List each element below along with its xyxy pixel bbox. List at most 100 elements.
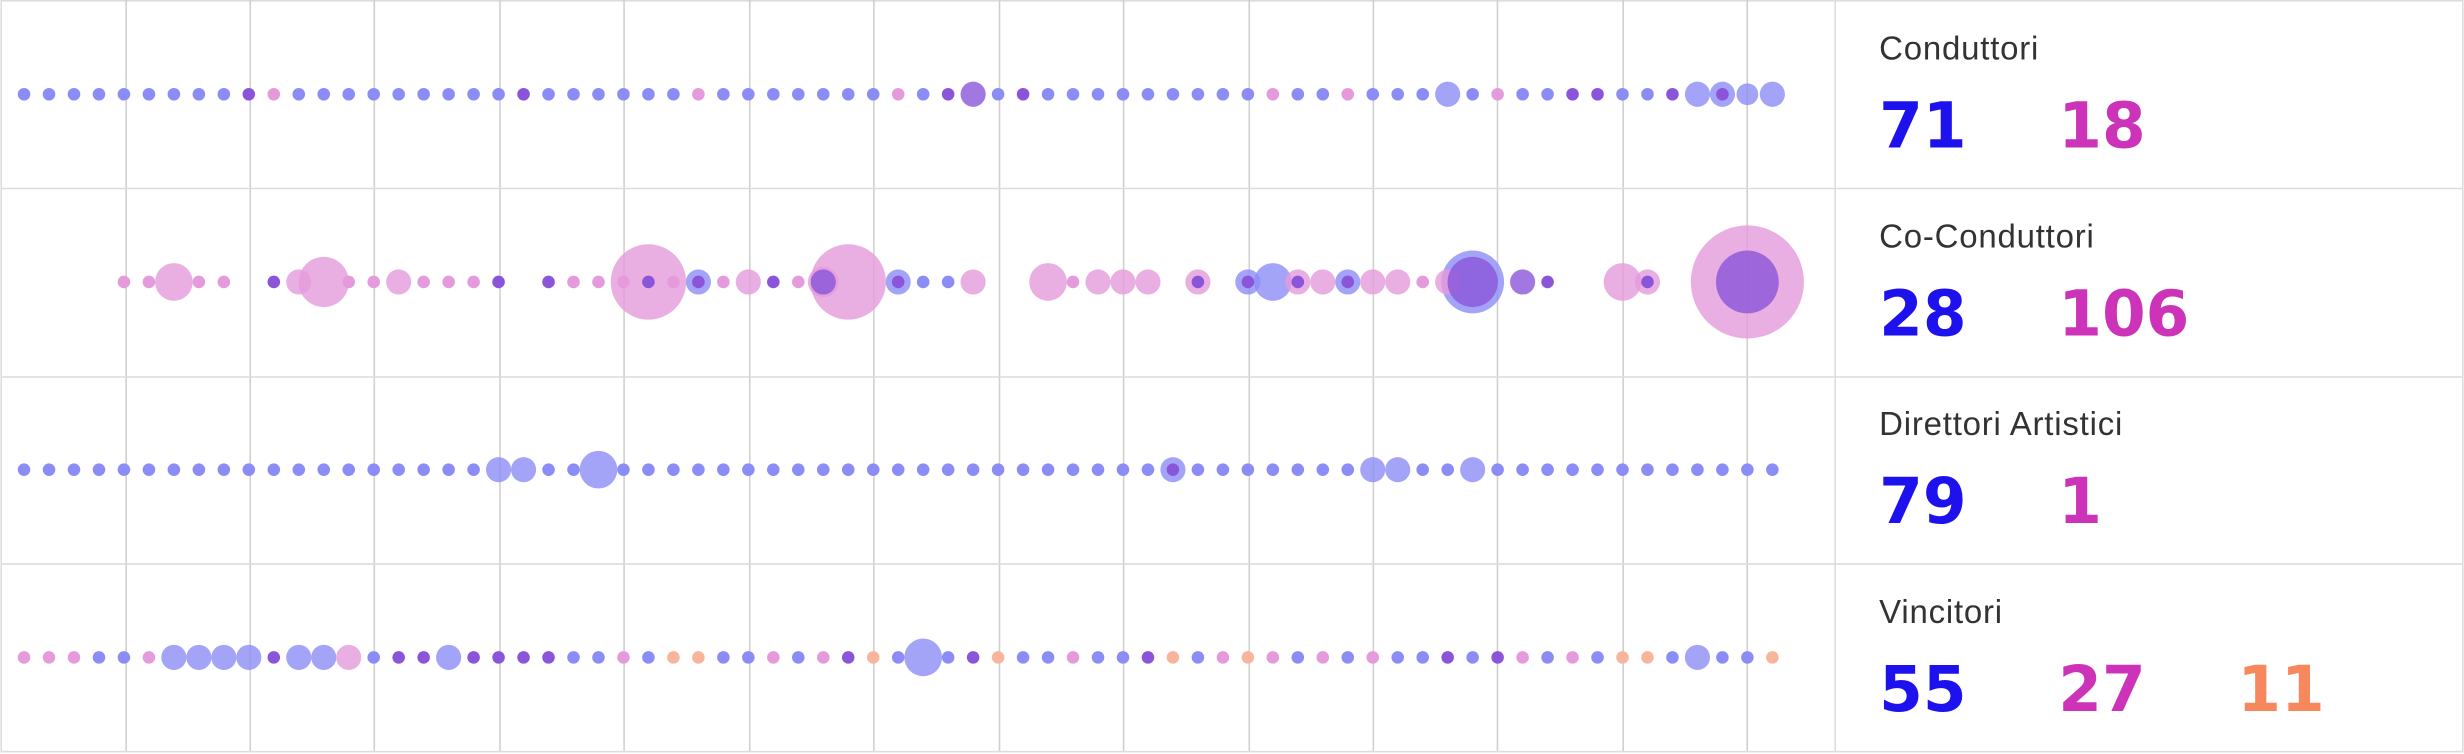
dot [492,87,505,101]
dot [1041,651,1055,664]
dot [1666,87,1679,101]
dot [442,275,455,289]
count: 79 [1879,465,1966,538]
dot [1741,463,1754,476]
dot [735,269,761,295]
dot [692,87,705,101]
dot [742,463,755,476]
dot [1641,275,1654,289]
dot [42,87,56,101]
dot [467,651,480,664]
dot [1341,87,1355,101]
count: 71 [1879,90,1966,163]
dot [1166,651,1180,664]
dot [1166,463,1180,476]
dot [617,87,630,101]
dot [991,463,1005,476]
dot [1435,81,1461,107]
dot [1141,463,1155,476]
dot [298,256,349,308]
dot [442,87,455,101]
dot [367,463,380,476]
dot [567,87,580,101]
dot [1016,651,1030,664]
count: 55 [1879,653,1966,726]
dot [211,644,237,670]
dot [1291,275,1305,289]
dot [642,651,655,664]
dot [1041,87,1055,101]
dot [192,275,206,289]
dot [1441,463,1454,476]
dot [792,87,805,101]
dot [1741,651,1754,664]
dot [1253,263,1292,301]
dot [792,463,805,476]
dot [642,87,655,101]
dot [916,275,930,289]
dot [1516,463,1529,476]
dot [1491,463,1504,476]
dot [92,463,106,476]
dot [167,463,181,476]
dot [916,463,930,476]
dot [161,644,187,670]
dot [1491,87,1504,101]
dot [217,87,231,101]
dot [1759,81,1785,107]
dot [767,463,780,476]
dot [1091,651,1105,664]
dot [1266,651,1280,664]
dot [542,463,555,476]
dot [1041,463,1055,476]
dot [1316,87,1330,101]
dot [1191,463,1205,476]
dot [186,644,212,670]
dot [567,275,580,289]
dot [17,651,31,664]
dot [392,87,405,101]
dot [1666,463,1679,476]
dot [1591,463,1604,476]
dot [810,244,886,320]
dot [1736,83,1759,106]
dot [891,275,905,289]
dot [42,463,56,476]
dot [155,263,193,301]
dot [742,651,755,664]
dot [1091,87,1105,101]
dot [642,275,655,289]
dot [1116,87,1130,101]
dot [367,87,380,101]
dot [492,651,505,664]
dot [941,87,955,101]
dot [1341,275,1355,289]
dot [991,87,1005,101]
dot [1341,463,1355,476]
dot [1141,87,1155,101]
dot [1360,457,1386,483]
dot [1216,651,1230,664]
dot [1716,87,1729,101]
dot [517,651,530,664]
dot [1116,651,1130,664]
dot [467,275,480,289]
dot [417,463,430,476]
dot [1566,87,1579,101]
dot [467,463,480,476]
dot [810,269,836,295]
count: 1 [2058,465,2102,538]
dot [841,87,855,101]
dot [117,275,131,289]
dot [1385,269,1411,295]
dot [717,651,730,664]
dot [1416,651,1429,664]
dot [92,651,106,664]
dot [1110,269,1136,295]
dot [117,87,131,101]
dot [542,87,555,101]
dot [1341,651,1355,664]
dot [67,463,81,476]
dot [1085,269,1111,295]
